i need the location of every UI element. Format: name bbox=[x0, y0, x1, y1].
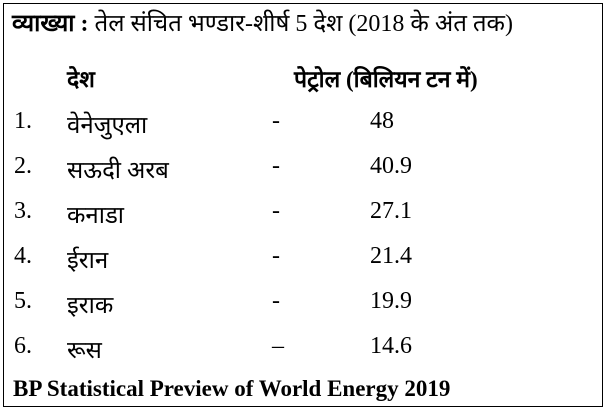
row-value: 27.1 bbox=[370, 198, 412, 224]
row-value: 19.9 bbox=[370, 288, 412, 314]
row-dash: - bbox=[272, 153, 280, 179]
row-dash: - bbox=[272, 243, 280, 269]
row-dash: – bbox=[272, 333, 284, 359]
source-citation: BP Statistical Preview of World Energy 2… bbox=[13, 376, 451, 401]
row-value: 14.6 bbox=[370, 333, 412, 359]
row-dash: - bbox=[272, 198, 280, 224]
row-country: कनाडा bbox=[67, 203, 125, 229]
row-country: रूस bbox=[67, 338, 102, 364]
column-header-country: देश bbox=[67, 67, 95, 92]
title-label: व्याख्या : bbox=[12, 11, 89, 37]
row-country: वेनेजुएला bbox=[67, 113, 148, 139]
row-number: 3. bbox=[14, 198, 32, 224]
row-country: ईरान bbox=[67, 248, 109, 274]
row-value: 40.9 bbox=[370, 153, 412, 179]
row-number: 2. bbox=[14, 153, 32, 179]
column-header-petrol: पेट्रोल (बिलियन टन में) bbox=[294, 67, 478, 92]
table-row: 1. वेनेजुएला - 48 bbox=[0, 108, 600, 144]
title-text: तेल संचित भण्डार-शीर्ष 5 देश (2018 के अं… bbox=[94, 11, 513, 37]
document-frame bbox=[3, 3, 603, 407]
page-title: व्याख्या : तेल संचित भण्डार-शीर्ष 5 देश … bbox=[12, 12, 513, 36]
row-country: इराक bbox=[67, 293, 114, 319]
row-number: 4. bbox=[14, 243, 32, 269]
row-number: 6. bbox=[14, 333, 32, 359]
row-value: 21.4 bbox=[370, 243, 412, 269]
table-row: 4. ईरान - 21.4 bbox=[0, 243, 600, 279]
row-country: सऊदी अरब bbox=[67, 158, 169, 184]
table-row: 5. इराक - 19.9 bbox=[0, 288, 600, 324]
row-number: 5. bbox=[14, 288, 32, 314]
row-dash: - bbox=[272, 288, 280, 314]
row-value: 48 bbox=[370, 108, 394, 134]
row-dash: - bbox=[272, 108, 280, 134]
row-number: 1. bbox=[14, 108, 32, 134]
table-row: 3. कनाडा - 27.1 bbox=[0, 198, 600, 234]
table-row: 2. सऊदी अरब - 40.9 bbox=[0, 153, 600, 189]
table-row: 6. रूस – 14.6 bbox=[0, 333, 600, 369]
